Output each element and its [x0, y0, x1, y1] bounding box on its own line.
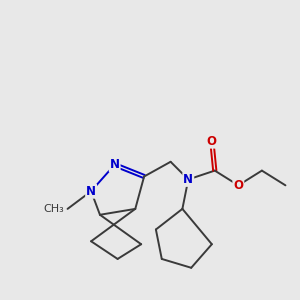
Text: O: O — [207, 135, 217, 148]
Text: N: N — [86, 185, 96, 198]
Text: N: N — [110, 158, 120, 171]
Text: CH₃: CH₃ — [44, 204, 64, 214]
Text: O: O — [233, 179, 243, 192]
Text: N: N — [183, 173, 193, 186]
